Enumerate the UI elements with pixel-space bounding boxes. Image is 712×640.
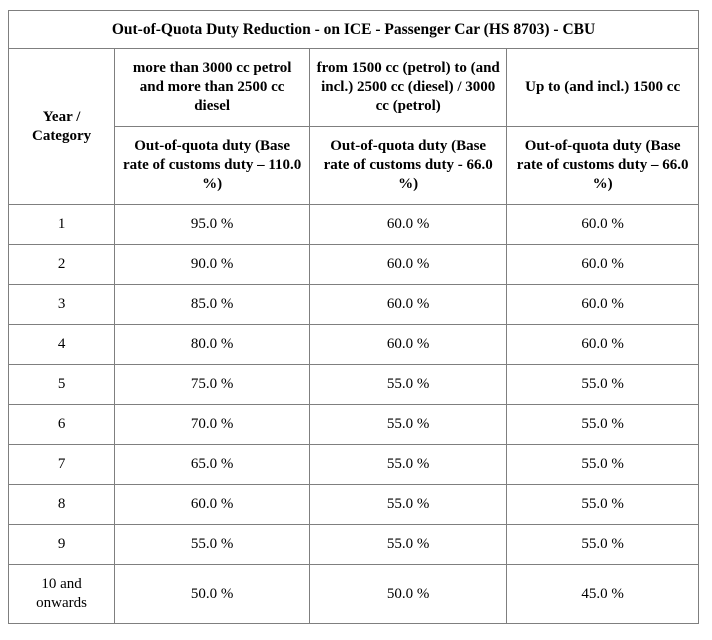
- table-row: 3 85.0 % 60.0 % 60.0 %: [7, 284, 699, 325]
- duty-cell-mid-engine: 55.0 %: [309, 484, 508, 525]
- table-row: 6 70.0 % 55.0 % 55.0 %: [7, 404, 699, 445]
- subheader-mid-engine-duty: Out-of-quota duty (Base rate of customs …: [309, 126, 508, 205]
- category-header-small-engine: Up to (and incl.) 1500 cc: [506, 48, 699, 127]
- table-row: 8 60.0 % 55.0 % 55.0 %: [7, 484, 699, 525]
- year-cell: 9: [7, 524, 116, 565]
- subheader-small-engine-duty: Out-of-quota duty (Base rate of customs …: [506, 126, 699, 205]
- duty-cell-mid-engine: 55.0 %: [309, 444, 508, 485]
- duty-reduction-table: Out-of-Quota Duty Reduction - on ICE - P…: [7, 10, 699, 624]
- table-row: 5 75.0 % 55.0 % 55.0 %: [7, 364, 699, 405]
- table-row: 7 65.0 % 55.0 % 55.0 %: [7, 444, 699, 485]
- duty-cell-large-engine: 65.0 %: [114, 444, 311, 485]
- duty-cell-large-engine: 60.0 %: [114, 484, 311, 525]
- duty-cell-large-engine: 55.0 %: [114, 524, 311, 565]
- year-cell: 3: [7, 284, 116, 325]
- row-header-year-category: Year / Category: [7, 48, 116, 205]
- duty-cell-mid-engine: 60.0 %: [309, 284, 508, 325]
- duty-cell-small-engine: 60.0 %: [506, 204, 699, 245]
- year-cell: 2: [7, 244, 116, 285]
- duty-cell-mid-engine: 60.0 %: [309, 244, 508, 285]
- duty-cell-large-engine: 85.0 %: [114, 284, 311, 325]
- duty-cell-mid-engine: 60.0 %: [309, 204, 508, 245]
- duty-cell-mid-engine: 60.0 %: [309, 324, 508, 365]
- year-cell: 1: [7, 204, 116, 245]
- table-title: Out-of-Quota Duty Reduction - on ICE - P…: [8, 10, 699, 49]
- table-row: 10 and onwards 50.0 % 50.0 % 45.0 %: [7, 564, 699, 624]
- table-row: 1 95.0 % 60.0 % 60.0 %: [7, 204, 699, 245]
- duty-cell-mid-engine: 55.0 %: [309, 364, 508, 405]
- duty-cell-small-engine: 55.0 %: [506, 524, 699, 565]
- duty-cell-small-engine: 60.0 %: [506, 284, 699, 325]
- duty-cell-small-engine: 55.0 %: [506, 364, 699, 405]
- duty-cell-large-engine: 80.0 %: [114, 324, 311, 365]
- duty-cell-large-engine: 70.0 %: [114, 404, 311, 445]
- duty-cell-small-engine: 60.0 %: [506, 324, 699, 365]
- duty-cell-small-engine: 55.0 %: [506, 484, 699, 525]
- duty-cell-small-engine: 55.0 %: [506, 404, 699, 445]
- year-cell: 4: [7, 324, 116, 365]
- subheader-large-engine-duty: Out-of-quota duty (Base rate of customs …: [114, 126, 311, 205]
- duty-cell-large-engine: 75.0 %: [114, 364, 311, 405]
- duty-cell-mid-engine: 55.0 %: [309, 524, 508, 565]
- table-row: 4 80.0 % 60.0 % 60.0 %: [7, 324, 699, 365]
- category-header-mid-engine: from 1500 cc (petrol) to (and incl.) 250…: [309, 48, 508, 127]
- duty-cell-small-engine: 60.0 %: [506, 244, 699, 285]
- duty-cell-large-engine: 50.0 %: [114, 564, 311, 624]
- year-cell: 8: [7, 484, 116, 525]
- duty-cell-large-engine: 90.0 %: [114, 244, 311, 285]
- category-header-large-engine: more than 3000 cc petrol and more than 2…: [114, 48, 311, 127]
- year-cell: 5: [7, 364, 116, 405]
- duty-cell-mid-engine: 50.0 %: [309, 564, 508, 624]
- duty-cell-mid-engine: 55.0 %: [309, 404, 508, 445]
- duty-table-body: 1 95.0 % 60.0 % 60.0 % 2 90.0 % 60.0 % 6…: [7, 204, 699, 624]
- duty-cell-small-engine: 45.0 %: [506, 564, 699, 624]
- year-cell: 6: [7, 404, 116, 445]
- year-cell: 7: [7, 444, 116, 485]
- duty-cell-large-engine: 95.0 %: [114, 204, 311, 245]
- year-cell: 10 and onwards: [7, 564, 116, 624]
- table-row: 2 90.0 % 60.0 % 60.0 %: [7, 244, 699, 285]
- duty-cell-small-engine: 55.0 %: [506, 444, 699, 485]
- table-row: 9 55.0 % 55.0 % 55.0 %: [7, 524, 699, 565]
- duty-table-container: Out-of-Quota Duty Reduction - on ICE - P…: [7, 10, 699, 624]
